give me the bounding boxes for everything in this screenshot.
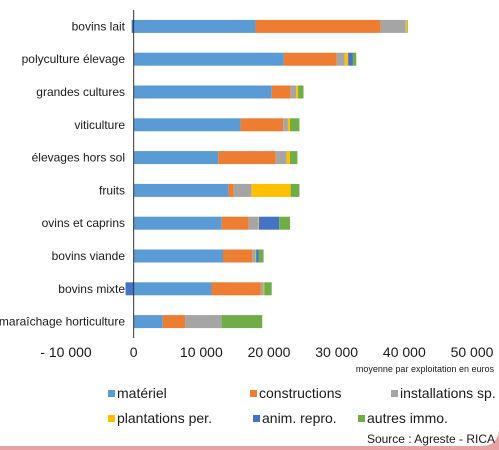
legend-label: matériel bbox=[117, 385, 167, 401]
bar-segment bbox=[255, 249, 257, 263]
bar-segment bbox=[283, 52, 337, 66]
bar-segment bbox=[185, 315, 222, 329]
category-label: viticulture bbox=[74, 118, 125, 132]
bar-segment bbox=[133, 183, 229, 197]
legend-label: constructions bbox=[259, 385, 341, 401]
bar-segment bbox=[336, 52, 345, 66]
x-tick-label: 0 bbox=[130, 344, 138, 360]
bar-segment bbox=[264, 282, 272, 296]
x-tick-label: 30 000 bbox=[315, 344, 358, 360]
category-label: grandes cultures bbox=[36, 85, 125, 99]
category-label: fruits bbox=[99, 183, 125, 197]
bar-segment bbox=[275, 151, 287, 165]
category-label: bovins mixte bbox=[58, 282, 125, 296]
bar-segment bbox=[289, 118, 300, 132]
bar-segment bbox=[344, 52, 349, 66]
bar-segment bbox=[218, 151, 276, 165]
bar-segment bbox=[251, 183, 291, 197]
bar-segment bbox=[258, 249, 264, 263]
legend-label: autres immo. bbox=[367, 410, 448, 426]
bar-segment bbox=[298, 85, 304, 99]
legend-label: anim. repro. bbox=[262, 410, 337, 426]
bar-segment bbox=[263, 282, 265, 296]
legend-label: plantations per. bbox=[117, 410, 212, 426]
bar-segment bbox=[133, 52, 284, 66]
bar-segment bbox=[162, 315, 186, 329]
bar-segment bbox=[256, 249, 259, 263]
category-label: polyculture élevage bbox=[22, 52, 126, 66]
category-labels: bovins lait polyculture élevage grandes cu… bbox=[0, 19, 126, 328]
bar-segment bbox=[131, 19, 134, 33]
bar-segment bbox=[289, 151, 298, 165]
bar-segment bbox=[290, 85, 297, 99]
bars-layer bbox=[125, 19, 408, 329]
bar-segment bbox=[248, 216, 259, 230]
bar-segment bbox=[133, 151, 219, 165]
bar-segment bbox=[380, 19, 406, 33]
x-tick-labels: - 10 000 0 10 000 20 000 30 000 40 000 50 000 bbox=[40, 344, 493, 360]
category-label: bovins lait bbox=[72, 19, 126, 33]
x-tick-label: - 10 000 bbox=[40, 344, 92, 360]
bar-segment bbox=[287, 118, 290, 132]
bar-segment bbox=[228, 183, 234, 197]
legend-swatch bbox=[391, 390, 398, 397]
bar-segment bbox=[133, 249, 223, 263]
bar-segment bbox=[211, 282, 261, 296]
category-label: ovins et caprins bbox=[42, 216, 125, 230]
bar-segment bbox=[352, 52, 357, 66]
bar-segment bbox=[133, 282, 212, 296]
bar-segment bbox=[283, 118, 288, 132]
bar-segment bbox=[407, 19, 408, 33]
category-label: maraîchage horticulture bbox=[0, 315, 125, 329]
bar-segment bbox=[252, 249, 256, 263]
source-note: Source : Agreste - RICA bbox=[367, 432, 495, 446]
x-tick-label: 10 000 bbox=[180, 344, 223, 360]
bar-segment bbox=[405, 19, 408, 33]
x-tick-label: 40 000 bbox=[383, 344, 426, 360]
legend: matériel constructions installations sp. pl… bbox=[108, 385, 496, 426]
legend-swatch bbox=[358, 415, 365, 422]
category-label: bovins viande bbox=[52, 249, 126, 263]
legend-swatch bbox=[253, 415, 260, 422]
bar-segment bbox=[260, 282, 264, 296]
legend-swatch bbox=[108, 415, 115, 422]
x-tick-label: 20 000 bbox=[248, 344, 291, 360]
legend-label: installations sp. bbox=[400, 385, 496, 401]
bar-segment bbox=[133, 315, 163, 329]
x-tick-label: 50 000 bbox=[451, 344, 494, 360]
bar-segment bbox=[125, 282, 134, 296]
bar-segment bbox=[133, 19, 256, 33]
bar-segment bbox=[279, 216, 290, 230]
bar-segment bbox=[133, 118, 241, 132]
bar-segment bbox=[286, 151, 290, 165]
x-axis-unit-label: moyenne par exploitation en euros bbox=[356, 364, 495, 374]
bar-segment bbox=[348, 52, 353, 66]
legend-swatch bbox=[108, 390, 115, 397]
bar-segment bbox=[221, 315, 263, 329]
bar-segment bbox=[271, 85, 291, 99]
bar-segment bbox=[222, 249, 253, 263]
bar-segment bbox=[296, 85, 299, 99]
bar-segment bbox=[255, 19, 381, 33]
bar-segment bbox=[133, 216, 222, 230]
category-label: élevages hors sol bbox=[32, 151, 125, 165]
bar-segment bbox=[258, 216, 259, 230]
bar-segment bbox=[290, 183, 300, 197]
bar-segment bbox=[233, 183, 252, 197]
bar-segment bbox=[240, 118, 284, 132]
bar-segment bbox=[258, 216, 280, 230]
bar-segment bbox=[221, 216, 249, 230]
bar-segment bbox=[133, 85, 272, 99]
legend-swatch bbox=[250, 390, 257, 397]
